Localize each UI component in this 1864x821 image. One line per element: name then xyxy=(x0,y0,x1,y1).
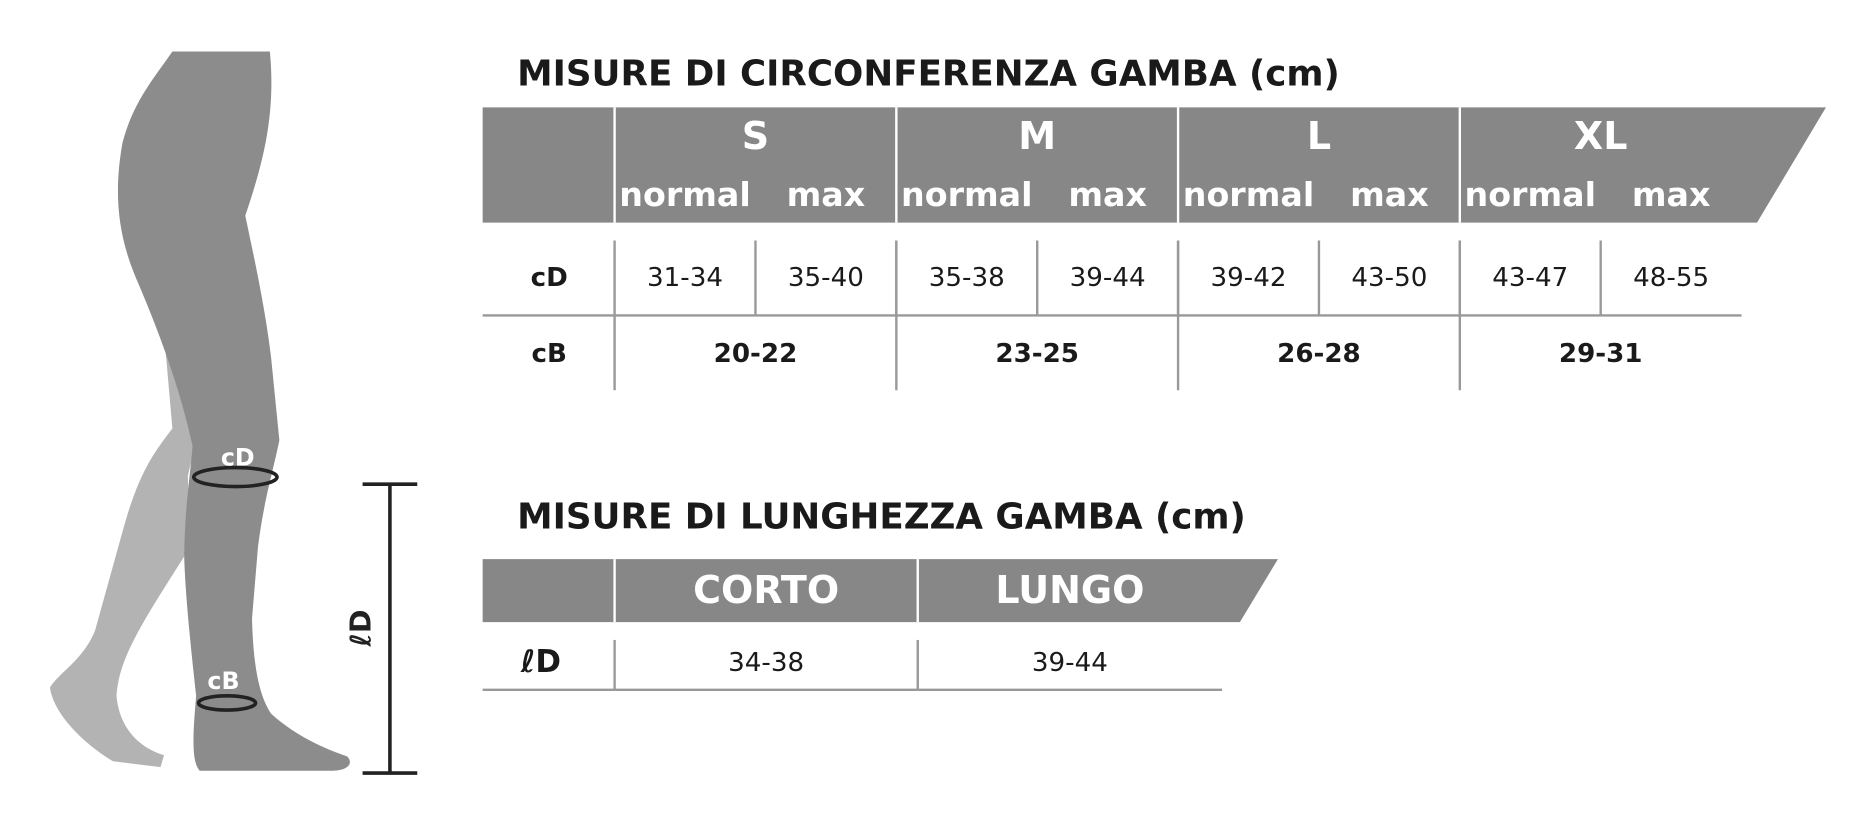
cell: 34-38 xyxy=(728,648,804,678)
size-name: S xyxy=(742,114,769,158)
row-label: cD xyxy=(531,263,568,293)
cell: 35-40 xyxy=(788,263,864,293)
length-title: MISURE DI LUNGHEZZA GAMBA (cm) xyxy=(517,497,1246,538)
cell: 31-34 xyxy=(647,263,723,293)
cb-label: cB xyxy=(207,667,239,695)
size-name: L xyxy=(1307,114,1331,158)
row-label: ℓD xyxy=(520,644,561,680)
length-col: LUNGO xyxy=(995,568,1144,612)
size-name: M xyxy=(1018,114,1056,158)
cell: 20-22 xyxy=(714,339,798,369)
cell: 39-42 xyxy=(1211,263,1287,293)
ld-label: ℓD xyxy=(345,609,378,647)
size-sub: normal xyxy=(1465,175,1596,214)
cell: 39-44 xyxy=(1070,263,1146,293)
cell: 43-47 xyxy=(1492,263,1568,293)
cd-label: cD xyxy=(221,444,255,472)
cell: 23-25 xyxy=(995,339,1079,369)
leg-illustration: cD cB ℓD xyxy=(49,51,418,775)
size-sub: normal xyxy=(1183,175,1314,214)
cell: 39-44 xyxy=(1032,648,1108,678)
size-sub: normal xyxy=(901,175,1032,214)
cell: 26-28 xyxy=(1277,339,1361,369)
size-sub: max xyxy=(1632,175,1711,214)
cell: 48-55 xyxy=(1633,263,1709,293)
size-sub: max xyxy=(1350,175,1429,214)
cell: 35-38 xyxy=(929,263,1005,293)
size-name: XL xyxy=(1574,114,1628,158)
cell: 29-31 xyxy=(1559,339,1643,369)
circumference-title: MISURE DI CIRCONFERENZA GAMBA (cm) xyxy=(517,53,1340,94)
size-sub: max xyxy=(1068,175,1147,214)
cell: 43-50 xyxy=(1351,263,1427,293)
size-sub: normal xyxy=(619,175,750,214)
size-sub: max xyxy=(787,175,866,214)
length-col: CORTO xyxy=(693,568,839,612)
row-label: cB xyxy=(532,339,567,369)
